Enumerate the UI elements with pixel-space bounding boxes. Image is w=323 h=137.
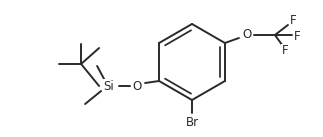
Text: F: F bbox=[294, 31, 300, 44]
Text: Si: Si bbox=[104, 79, 114, 92]
Text: O: O bbox=[242, 28, 252, 42]
Text: Br: Br bbox=[185, 115, 199, 129]
Text: F: F bbox=[290, 15, 296, 28]
Text: O: O bbox=[132, 79, 142, 92]
Text: F: F bbox=[282, 45, 288, 58]
